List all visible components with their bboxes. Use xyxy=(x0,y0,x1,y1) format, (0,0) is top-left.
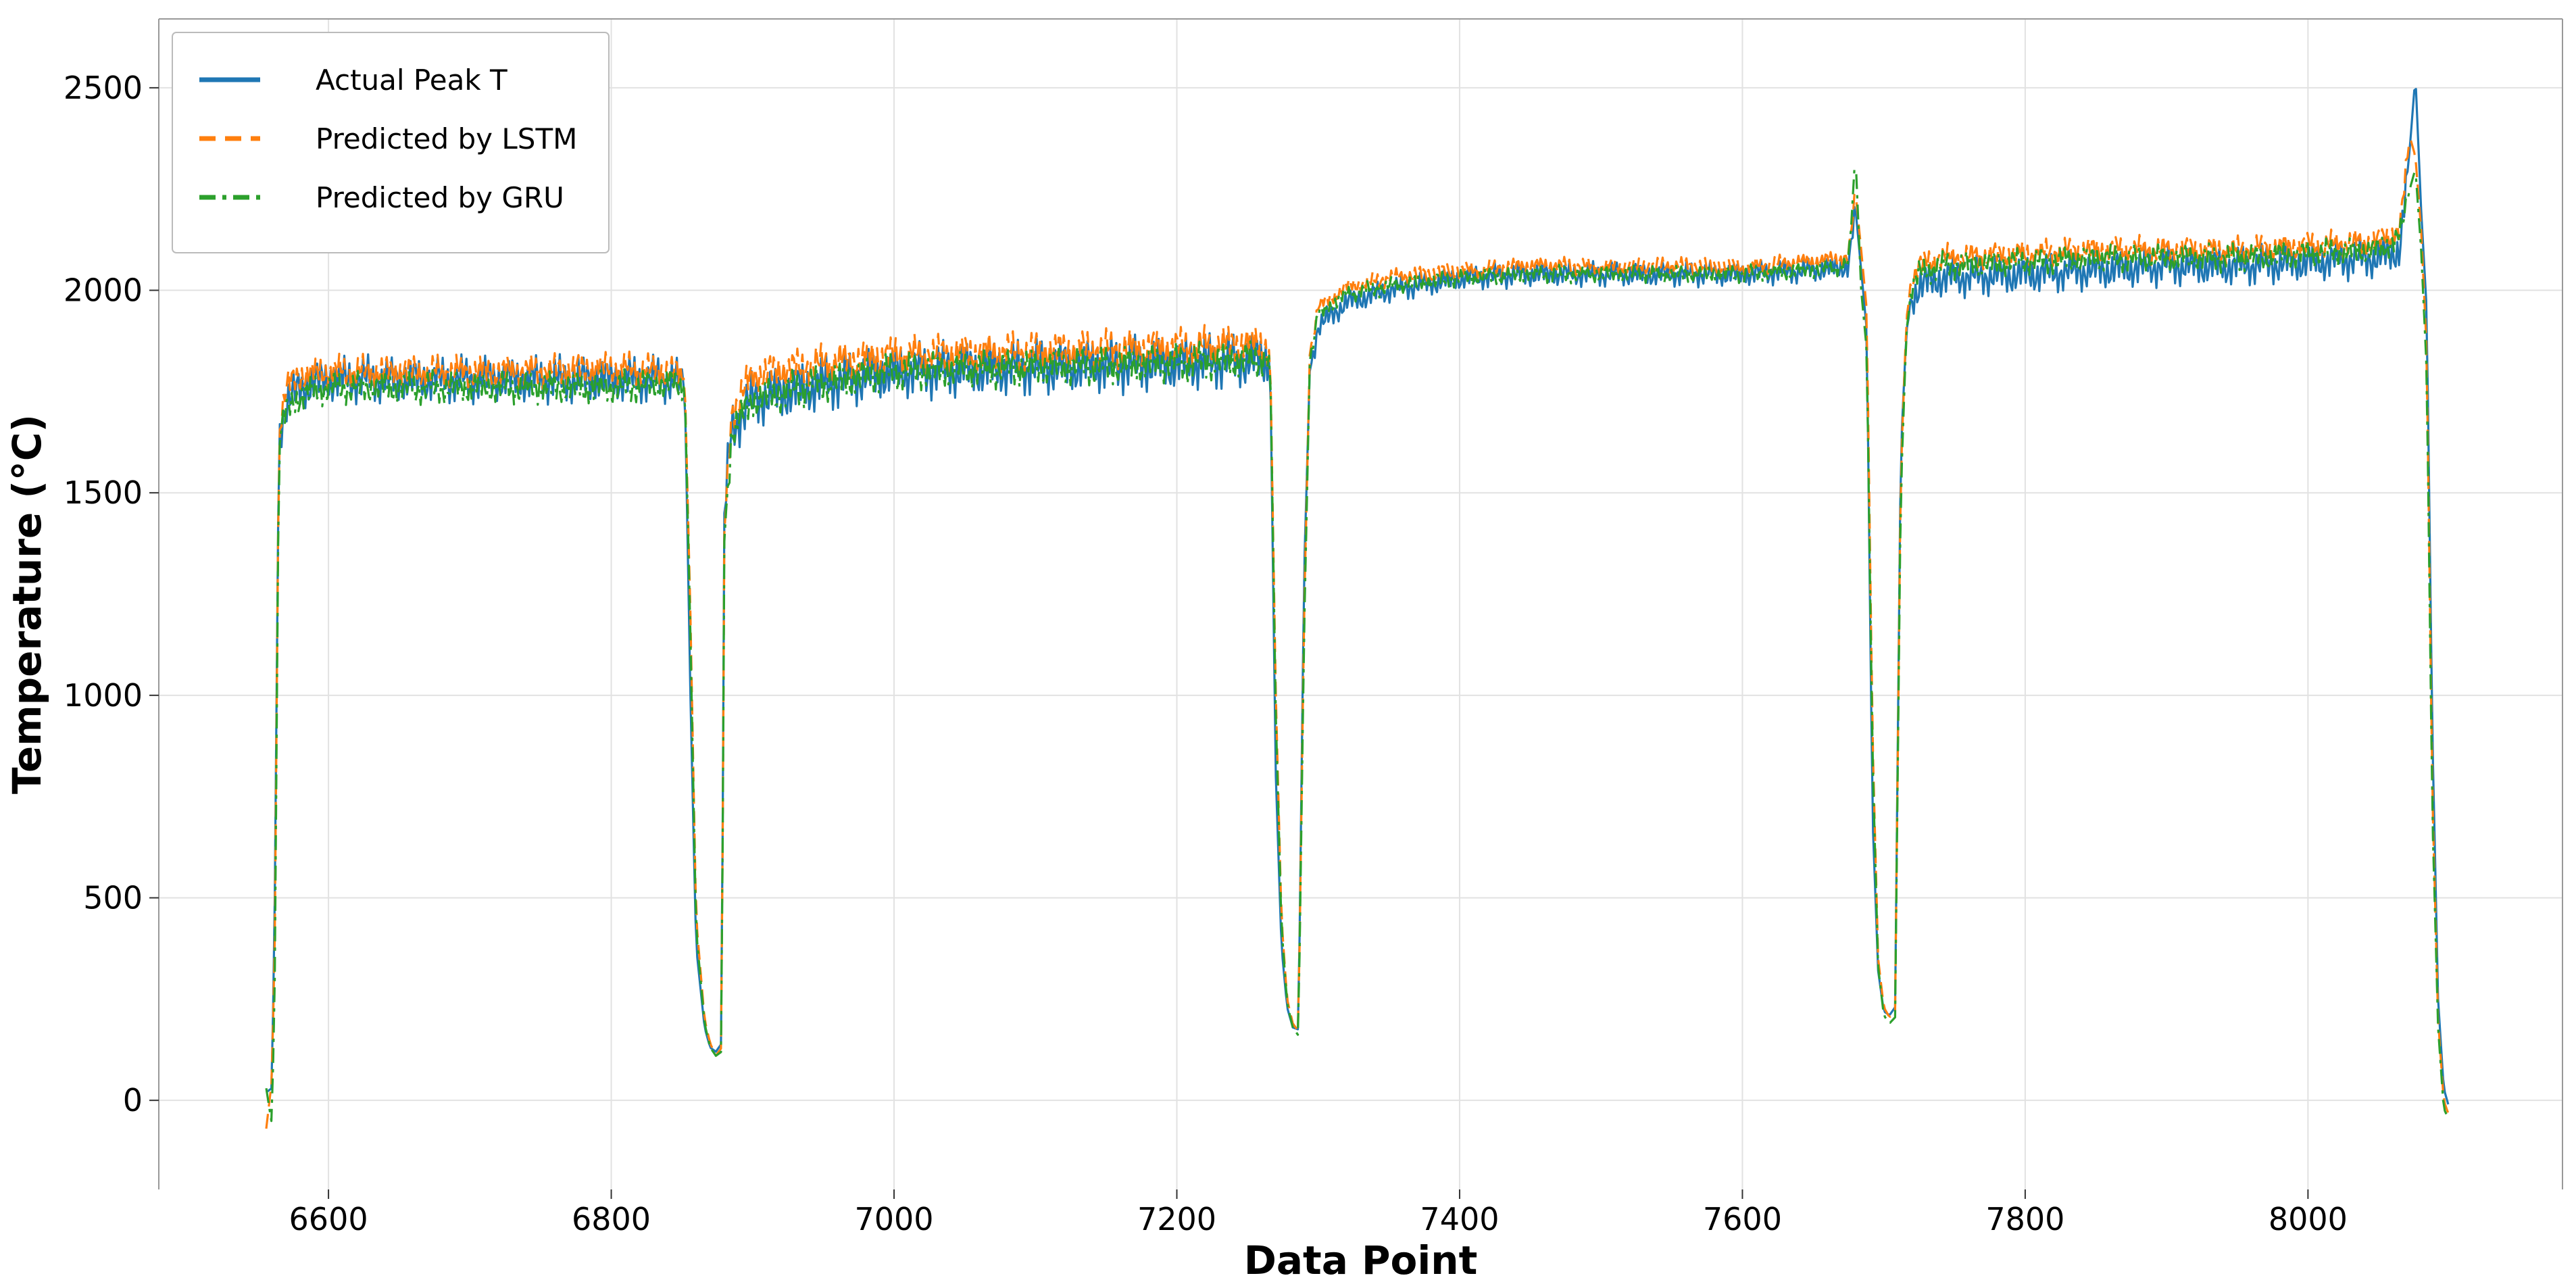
x-tick-label: 7600 xyxy=(1703,1201,1782,1237)
x-tick-label: 7200 xyxy=(1137,1201,1216,1237)
x-tick-label: 7000 xyxy=(854,1201,933,1237)
x-tick-label: 7800 xyxy=(1985,1201,2064,1237)
legend-label-lstm: Predicted by LSTM xyxy=(316,122,577,155)
plot-lines xyxy=(265,88,2450,1129)
y-tick-label: 2500 xyxy=(64,70,143,106)
y-tick-label: 2000 xyxy=(64,272,143,309)
y-axis-ticks: 0 500 1000 1500 2000 2500 xyxy=(64,70,159,1118)
legend-box xyxy=(172,32,610,253)
series-line-lstm xyxy=(265,139,2450,1129)
y-tick-label: 1500 xyxy=(64,474,143,511)
series-line-gru xyxy=(265,168,2450,1123)
y-tick-label: 500 xyxy=(83,879,143,916)
x-tick-label: 6600 xyxy=(289,1201,368,1237)
legend-label-actual: Actual Peak T xyxy=(316,64,507,97)
y-axis-label: Temperature (°C) xyxy=(4,414,50,794)
x-tick-label: 8000 xyxy=(2269,1201,2348,1237)
legend-label-gru: Predicted by GRU xyxy=(316,181,564,214)
y-tick-label: 0 xyxy=(123,1082,143,1118)
x-axis-ticks: 6600 6800 7000 7200 7400 7600 7800 8000 xyxy=(289,1189,2348,1237)
axes xyxy=(158,18,2563,1189)
series-line-actual xyxy=(266,88,2450,1105)
legend: Actual Peak T Predicted by LSTM Predicted … xyxy=(172,32,610,253)
x-tick-label: 6800 xyxy=(572,1201,651,1237)
x-axis-label: Data Point xyxy=(1244,1237,1478,1280)
y-tick-label: 1000 xyxy=(64,677,143,714)
x-tick-label: 7400 xyxy=(1420,1201,1499,1237)
